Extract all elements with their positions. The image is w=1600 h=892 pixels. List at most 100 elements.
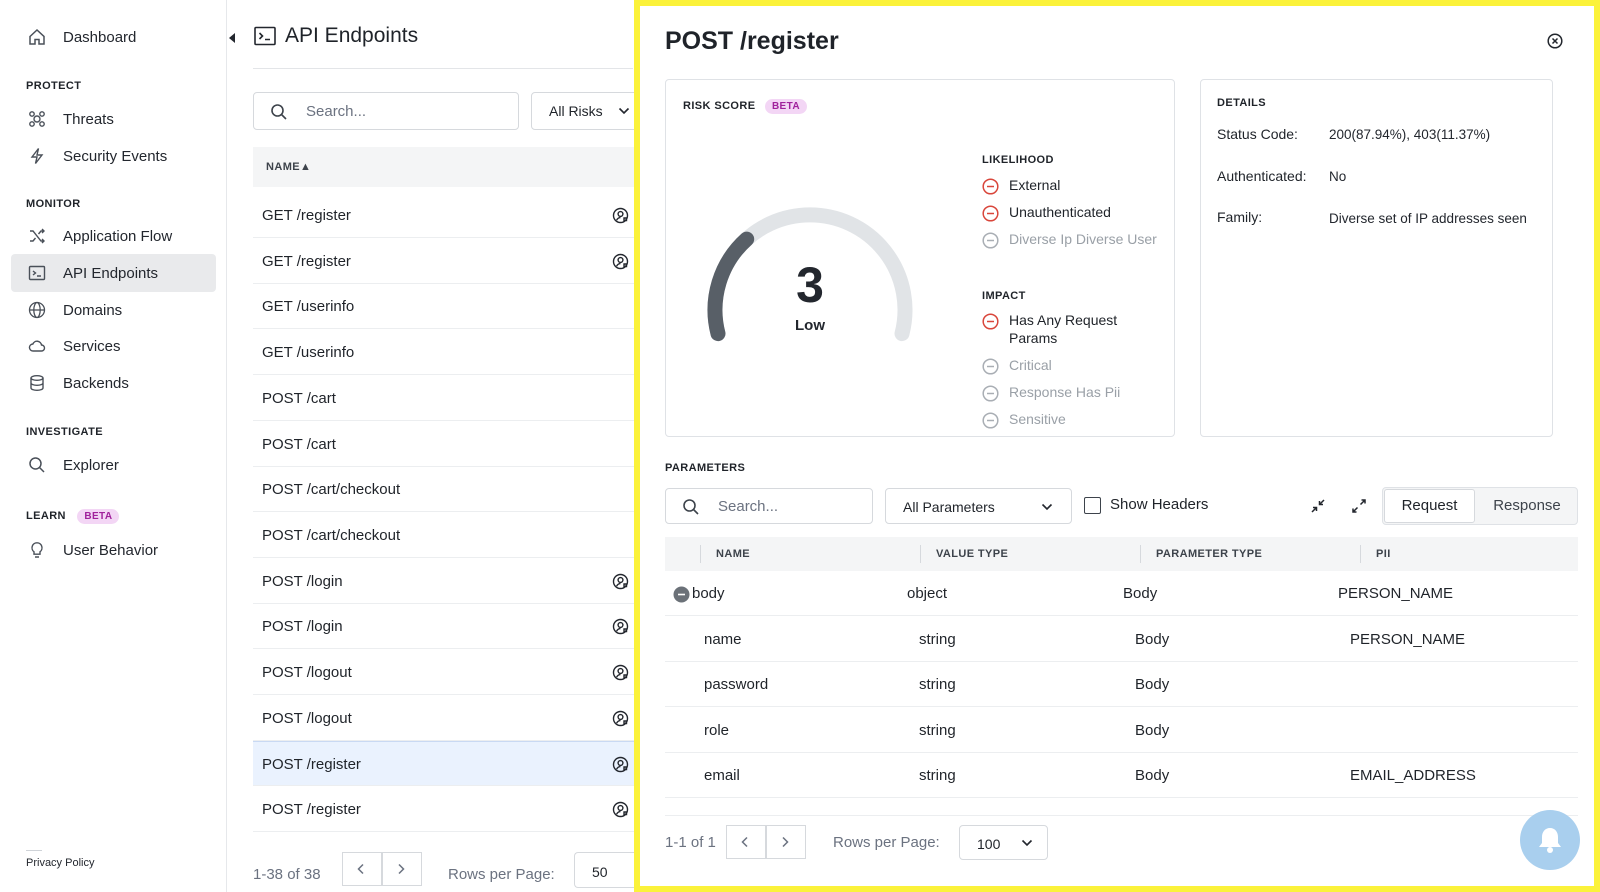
sidebar-item-backends[interactable]: Backends (11, 364, 216, 402)
parameter-pii: PERSON_NAME (1338, 585, 1454, 602)
column-header-name[interactable]: NAME (716, 548, 750, 560)
endpoint-row[interactable]: GET /register (253, 239, 643, 284)
user-lock-icon (612, 573, 629, 589)
parameter-name: role (704, 721, 730, 739)
endpoint-row[interactable]: POST /cart/checkout (253, 467, 643, 513)
risk-score-value: 3 (796, 257, 824, 313)
beta-badge: BETA (77, 509, 120, 524)
column-header-parameter-type[interactable]: PARAMETER TYPE (1156, 548, 1263, 560)
gauge-fill (707, 231, 755, 342)
sidebar-item-security-events[interactable]: Security Events (11, 137, 216, 175)
page-title: API Endpoints (285, 24, 419, 47)
privacy-divider (26, 850, 42, 851)
sidebar-item-label: Domains (63, 301, 123, 319)
chat-bell-icon (1539, 828, 1561, 853)
rows-per-page-label: Rows per Page: (448, 866, 555, 883)
show-headers-checkbox[interactable] (1084, 497, 1101, 514)
endpoint-row[interactable]: GET /userinfo (253, 330, 643, 376)
sidebar-item-explorer[interactable]: Explorer (11, 446, 216, 484)
endpoint-row[interactable]: POST /logout (253, 696, 643, 741)
parameter-footer-divider (665, 815, 1578, 816)
parameter-pii: PERSON_NAME (1350, 630, 1466, 648)
sidebar-item-label: Dashboard (63, 28, 137, 46)
chevron-left-icon (357, 863, 364, 875)
pagination-range: 1-38 of 38 (253, 866, 321, 883)
parameter-row[interactable]: role string Body (665, 708, 1578, 753)
sidebar-item-dashboard[interactable]: Dashboard (11, 18, 216, 56)
section-title-monitor: MONITOR (26, 198, 81, 210)
parameter-parameter-type: Body (1135, 630, 1170, 648)
sidebar-item-label: Services (63, 337, 121, 355)
parameter-row[interactable]: body object Body PERSON_NAME (665, 571, 1578, 616)
parameter-row[interactable]: email string Body EMAIL_ADDRESS (665, 753, 1578, 798)
chat-support-button[interactable] (1520, 810, 1580, 870)
endpoint-row[interactable]: GET /register (253, 193, 643, 238)
endpoint-row[interactable]: POST /register (253, 741, 643, 787)
collapse-all-icon[interactable] (1310, 498, 1326, 514)
endpoint-row[interactable]: POST /register (253, 787, 643, 833)
expand-all-icon[interactable] (1351, 498, 1367, 514)
parameter-filter-value: All Parameters (903, 499, 995, 515)
parameter-value-type: string (919, 630, 956, 648)
column-header-pii[interactable]: PII (1376, 548, 1391, 560)
column-divider (1140, 545, 1141, 563)
parameter-row[interactable]: password string Body (665, 662, 1578, 707)
endpoint-name: POST /logout (262, 709, 352, 727)
tab-request[interactable]: Request (1384, 489, 1475, 523)
privacy-policy-link[interactable]: Privacy Policy (26, 857, 95, 869)
endpoint-row[interactable]: POST /login (253, 604, 643, 650)
param-prev-page-button[interactable] (726, 825, 766, 859)
rows-per-page-select[interactable]: 50 (574, 852, 643, 888)
risk-score-card (665, 79, 1175, 437)
endpoint-row[interactable]: POST /cart (253, 376, 643, 421)
param-rows-per-page-select[interactable]: 100 (959, 825, 1048, 860)
endpoint-row[interactable]: POST /login (253, 559, 643, 604)
sidebar-item-services[interactable]: Services (11, 327, 216, 365)
collapse-row-icon[interactable] (673, 586, 690, 603)
next-page-button[interactable] (382, 852, 422, 886)
parameter-name: name (704, 630, 742, 648)
parameter-row[interactable]: name string Body PERSON_NAME (665, 617, 1578, 662)
section-title-protect: PROTECT (26, 80, 82, 92)
home-icon (29, 28, 45, 45)
chevron-down-icon (1041, 503, 1053, 511)
endpoint-row[interactable]: POST /cart/checkout (253, 513, 643, 558)
parameter-name: body (692, 585, 725, 602)
endpoint-row[interactable]: GET /userinfo (253, 284, 643, 330)
endpoint-search-input[interactable]: Search... (253, 92, 519, 130)
endpoint-row[interactable]: POST /cart (253, 422, 643, 467)
chevron-down-icon (618, 107, 630, 115)
sidebar-item-user-behavior[interactable]: User Behavior (11, 531, 216, 569)
search-placeholder: Search... (718, 498, 779, 515)
search-icon (29, 457, 45, 473)
parameter-search-input[interactable]: Search... (665, 488, 873, 524)
sidebar-item-application-flow[interactable]: Application Flow (11, 217, 216, 255)
impact-heading: IMPACT (982, 290, 1026, 302)
user-lock-icon (612, 801, 629, 818)
section-title-investigate: INVESTIGATE (26, 426, 103, 438)
collapse-sidebar-icon[interactable] (225, 27, 239, 49)
parameter-filter-select[interactable]: All Parameters (885, 488, 1072, 524)
sidebar-item-label: Backends (63, 374, 129, 392)
endpoint-row[interactable]: POST /logout (253, 650, 643, 695)
database-icon (30, 375, 44, 392)
endpoint-name: POST /cart/checkout (262, 481, 401, 499)
sidebar-item-threats[interactable]: Threats (11, 100, 216, 138)
lightbulb-icon (31, 542, 43, 558)
risk-score-heading: RISK SCORE BETA (683, 99, 808, 114)
column-header-value-type[interactable]: VALUE TYPE (936, 548, 1009, 560)
risk-filter-select[interactable]: All Risks (531, 92, 641, 130)
minus-circle-icon (982, 313, 999, 330)
user-lock-icon (612, 207, 629, 224)
prev-page-button[interactable] (342, 852, 382, 886)
sidebar-item-api-endpoints[interactable]: API Endpoints (11, 254, 216, 292)
param-next-page-button[interactable] (766, 825, 806, 859)
endpoint-name: POST /login (262, 618, 343, 636)
terminal-icon (254, 26, 276, 46)
tab-response[interactable]: Response (1493, 497, 1561, 514)
sidebar-item-domains[interactable]: Domains (11, 291, 216, 329)
column-header-name[interactable]: NAME▲ (266, 161, 312, 173)
close-icon[interactable] (1547, 33, 1563, 49)
show-headers-label[interactable]: Show Headers (1110, 496, 1209, 513)
parameter-parameter-type: Body (1135, 767, 1170, 784)
